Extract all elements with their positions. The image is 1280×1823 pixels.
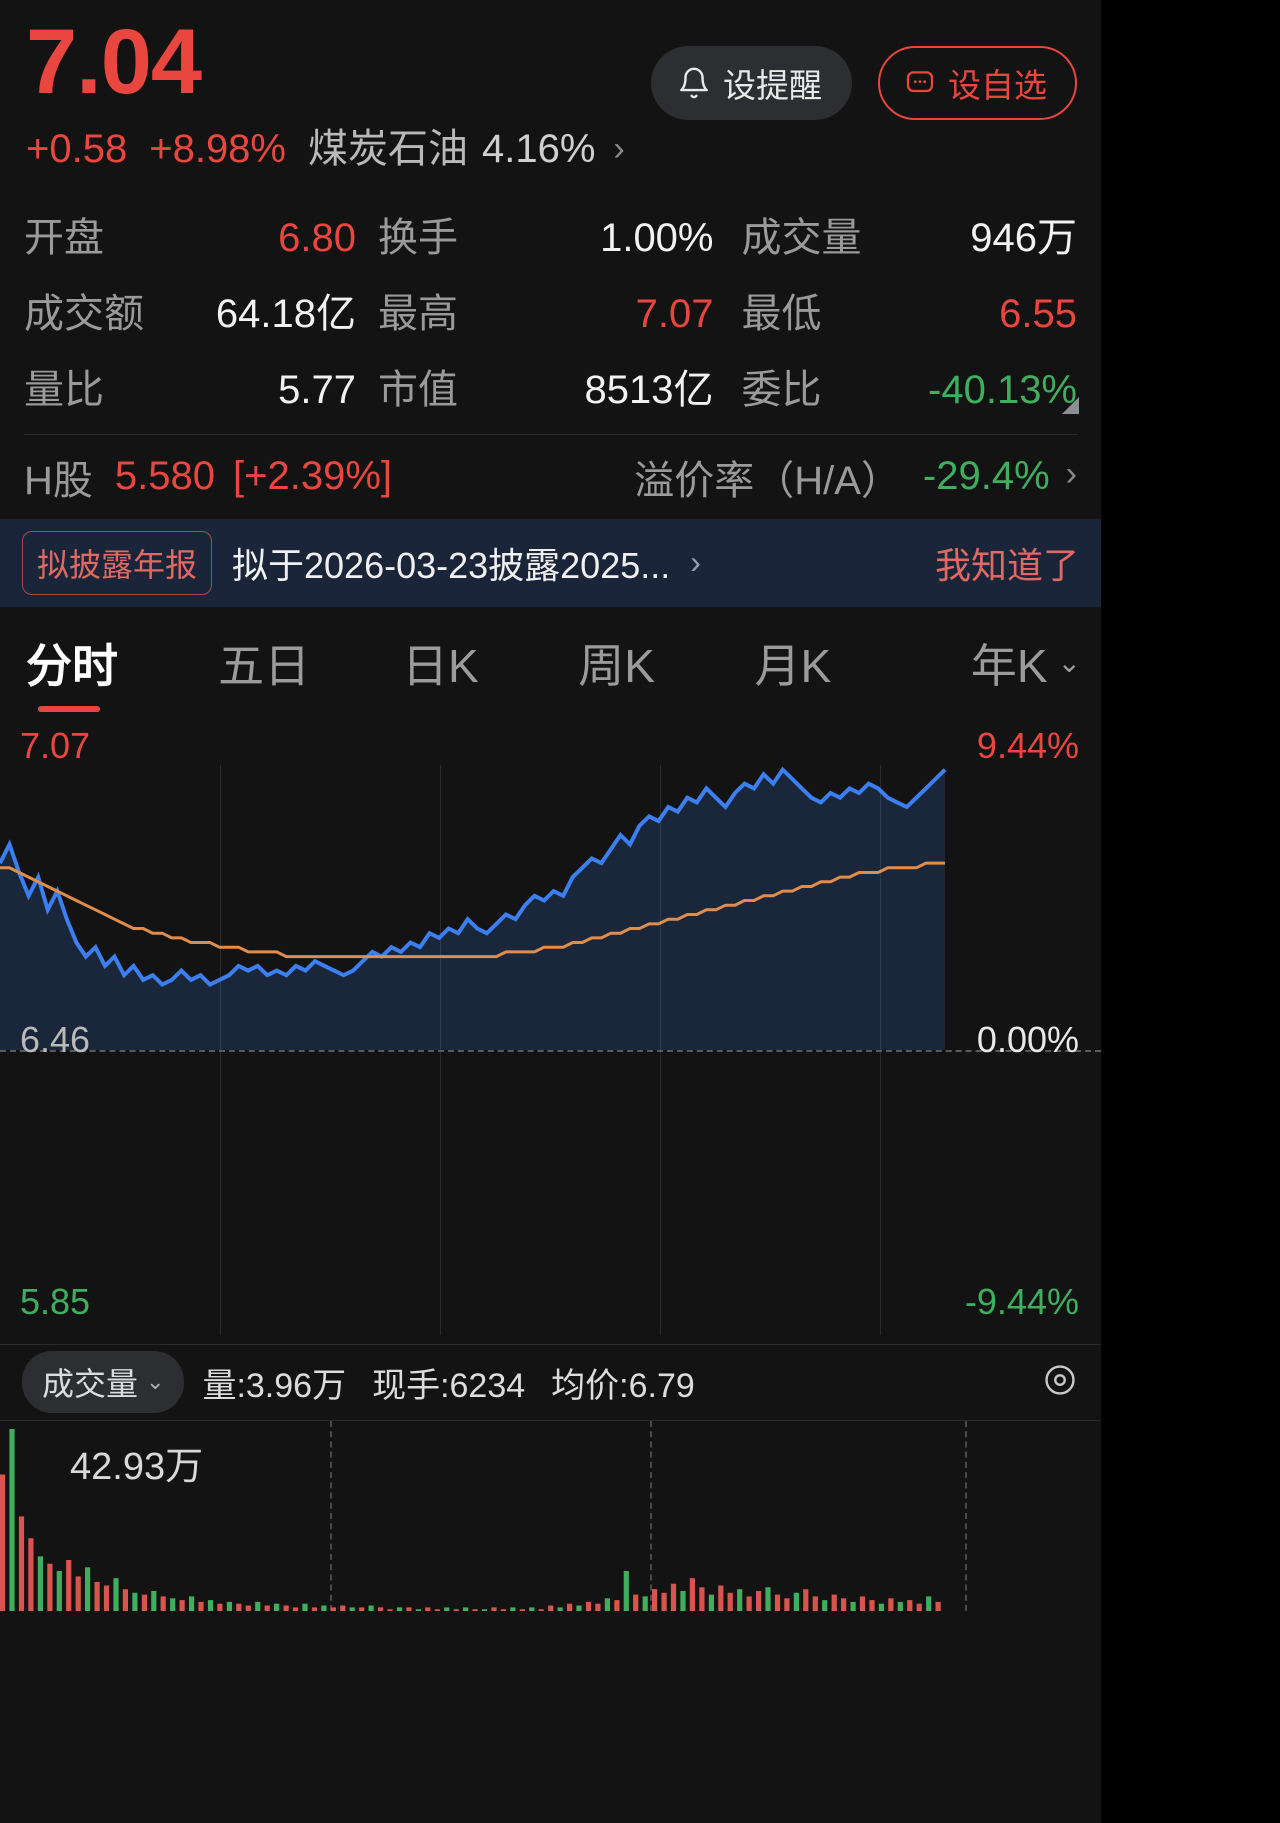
stat-turnover: 换手 1.00% xyxy=(356,205,714,263)
gear-icon[interactable] xyxy=(1041,1361,1079,1404)
tab-daily-k[interactable]: 日K xyxy=(402,639,479,692)
stat-label: 最低 xyxy=(741,291,822,336)
stat-value: 7.07 xyxy=(635,291,714,336)
stat-value: 6.80 xyxy=(278,215,356,260)
volume-current: 现手:6234 xyxy=(372,1366,526,1405)
tab-monthly-k[interactable]: 月K xyxy=(754,639,832,692)
stat-label: 最高 xyxy=(378,291,458,336)
chevron-right-icon: › xyxy=(1065,455,1077,494)
prev-close-line xyxy=(0,1049,1101,1052)
premium-label: 溢价率（H/A） xyxy=(634,458,901,503)
chat-dots-icon xyxy=(904,67,936,99)
stat-volume: 成交量 946万 xyxy=(714,205,1078,263)
axis-high-pct: 9.44% xyxy=(976,724,1079,766)
stat-value: 5.77 xyxy=(278,367,356,412)
axis-mid-price: 6.46 xyxy=(20,1018,91,1060)
tab-five-day[interactable]: 五日 xyxy=(218,639,311,692)
stat-high: 最高 7.07 xyxy=(356,281,714,339)
tab-yearly-k-label: 年K xyxy=(970,639,1048,692)
tab-yearly-k[interactable]: 年K ⌄ xyxy=(881,630,1081,696)
premium-value: -29.4% xyxy=(922,454,1050,499)
price-change-pct: +8.98% xyxy=(149,126,286,171)
stat-amount: 成交额 64.18亿 xyxy=(24,281,356,339)
stat-order-ratio: 委比 -40.13% xyxy=(714,357,1078,415)
tab-weekly-k[interactable]: 周K xyxy=(578,639,655,692)
stat-value: 1.00% xyxy=(600,215,714,260)
divider xyxy=(24,433,1077,435)
stat-value: 946万 xyxy=(970,215,1077,260)
chevron-right-icon: › xyxy=(690,544,701,581)
axis-low-pct: -9.44% xyxy=(964,1280,1079,1322)
chart-plot-area xyxy=(0,764,1101,1335)
stat-label: 换手 xyxy=(378,215,458,260)
sector-name: 煤炭石油 xyxy=(308,126,468,171)
h-share-change: [+2.39%] xyxy=(233,454,393,499)
header-actions: 设提醒 设自选 xyxy=(651,46,1077,120)
dismiss-banner-button[interactable]: 我知道了 xyxy=(934,544,1079,586)
stat-value: -40.13% xyxy=(928,367,1077,412)
announcement-text: 拟于2026-03-23披露2025... xyxy=(232,544,671,586)
axis-low-price: 5.85 xyxy=(20,1280,91,1322)
chevron-right-icon: › xyxy=(613,129,625,168)
volume-peak-label: 42.93万 xyxy=(70,1445,204,1488)
set-alert-button[interactable]: 设提醒 xyxy=(651,46,852,120)
volume-indicator-selector[interactable]: 成交量 ⌄ xyxy=(22,1351,185,1414)
stats-row: 量比 5.77 市值 8513亿 委比 -40.13% xyxy=(24,348,1077,424)
volume-chart[interactable]: 42.93万 xyxy=(0,1419,1101,1611)
volume-bars-svg xyxy=(0,1428,941,1611)
stat-value: 8513亿 xyxy=(584,367,714,412)
stat-label: 量比 xyxy=(24,367,104,412)
stat-label: 委比 xyxy=(741,367,822,412)
stat-value: 6.55 xyxy=(999,291,1077,336)
last-price: 7.04 xyxy=(26,11,202,113)
expand-corner-icon[interactable] xyxy=(1062,396,1079,414)
stat-low: 最低 6.55 xyxy=(714,281,1078,339)
stats-row: 成交额 64.18亿 最高 7.07 最低 6.55 xyxy=(24,272,1077,348)
bell-icon xyxy=(677,66,711,100)
stat-label: 市值 xyxy=(378,367,458,412)
volume-avg-price: 均价:6.79 xyxy=(551,1366,695,1405)
stock-detail-screen: 7.04 +0.58 +8.98% 煤炭石油 4.16% › 设提醒 xyxy=(0,0,1101,1823)
volume-toolbar: 成交量 ⌄ 量:3.96万 现手:6234 均价:6.79 xyxy=(0,1343,1101,1420)
intraday-chart[interactable]: 7.07 9.44% 6.46 0.00% 5.85 -9.44% xyxy=(0,718,1101,1344)
set-alert-label: 设提醒 xyxy=(723,67,822,104)
chevron-down-icon: ⌄ xyxy=(146,1369,165,1395)
volume-indicator-label: 成交量 xyxy=(42,1366,139,1403)
h-share-label: H股 xyxy=(24,458,93,503)
stat-label: 成交量 xyxy=(741,215,862,260)
stat-value: 64.18亿 xyxy=(215,291,356,336)
axis-mid-pct: 0.00% xyxy=(976,1018,1079,1060)
sector-change-pct: 4.16% xyxy=(482,126,596,171)
tab-intraday[interactable]: 分时 xyxy=(26,630,176,712)
sector-link[interactable]: 煤炭石油 4.16% › xyxy=(308,116,625,174)
stats-row: 开盘 6.80 换手 1.00% 成交量 946万 xyxy=(24,196,1077,272)
price-change-row: +0.58 +8.98% 煤炭石油 4.16% › xyxy=(26,116,1075,174)
stat-open: 开盘 6.80 xyxy=(24,205,356,263)
chart-period-tabs: 分时 五日 日K 周K 月K 年K ⌄ xyxy=(0,606,1101,719)
axis-high-price: 7.07 xyxy=(20,724,91,766)
stat-volume-ratio: 量比 5.77 xyxy=(24,357,356,415)
announcement-banner[interactable]: 拟披露年报 拟于2026-03-23披露2025... › 我知道了 xyxy=(0,518,1101,607)
stat-label: 成交额 xyxy=(24,291,144,336)
volume-total: 量:3.96万 xyxy=(202,1366,347,1405)
quote-header: 7.04 +0.58 +8.98% 煤炭石油 4.16% › 设提醒 xyxy=(0,0,1101,174)
h-share-price: 5.580 xyxy=(114,454,215,499)
price-change-abs: +0.58 xyxy=(26,126,128,171)
chevron-down-icon: ⌄ xyxy=(1057,647,1081,679)
stats-grid[interactable]: 开盘 6.80 换手 1.00% 成交量 946万 成交额 64.18亿 最高 … xyxy=(0,196,1101,424)
volume-stats: 量:3.96万 现手:6234 均价:6.79 xyxy=(202,1358,694,1407)
h-share-row[interactable]: H股 5.580 [+2.39%] 溢价率（H/A） -29.4% › xyxy=(0,435,1101,519)
price-line-svg xyxy=(0,766,947,1050)
stat-label: 开盘 xyxy=(24,215,104,260)
add-watchlist-button[interactable]: 设自选 xyxy=(878,46,1077,120)
add-watchlist-label: 设自选 xyxy=(948,67,1047,104)
announcement-tag: 拟披露年报 xyxy=(22,530,213,595)
stat-market-cap: 市值 8513亿 xyxy=(356,357,714,415)
